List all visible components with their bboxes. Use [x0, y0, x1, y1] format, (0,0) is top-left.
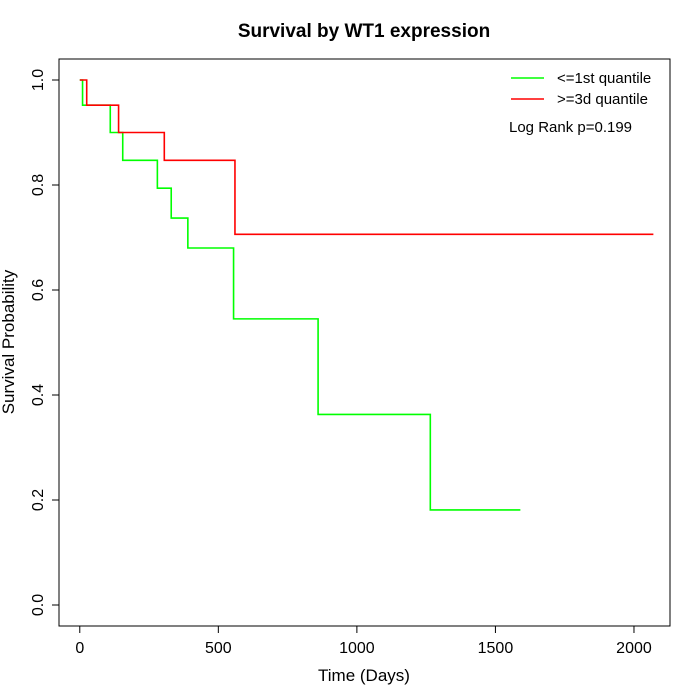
legend-label-1: <=1st quantile	[557, 70, 651, 87]
y-tick-label: 0.2	[30, 489, 47, 511]
series-line-2	[79, 79, 654, 236]
x-axis-label: Time (Days)	[318, 666, 410, 685]
log-rank-annotation: Log Rank p=0.199	[509, 119, 632, 136]
legend: <=1st quantile >=3d quantile	[511, 70, 651, 108]
y-axis: 0.0 0.2 0.4 0.6 0.8 1.0	[30, 69, 60, 616]
x-tick-label: 1000	[339, 640, 375, 657]
x-axis: 0 500 1000 1500 2000	[75, 625, 652, 657]
x-tick-label: 2000	[616, 640, 652, 657]
x-tick-label: 1500	[478, 640, 514, 657]
legend-label-2: >=3d quantile	[557, 91, 648, 108]
series-line-1	[79, 79, 521, 511]
y-axis-label: Survival Probability	[0, 269, 18, 414]
y-tick-label: 0.6	[30, 279, 47, 301]
y-tick-label: 0.8	[30, 174, 47, 196]
y-tick-label: 0.0	[30, 594, 47, 616]
chart-title: Survival by WT1 expression	[238, 21, 490, 42]
x-tick-label: 0	[75, 640, 84, 657]
y-tick-label: 1.0	[30, 69, 47, 91]
x-tick-label: 500	[205, 640, 232, 657]
plot-frame	[58, 58, 671, 627]
series-layer	[79, 79, 654, 511]
y-tick-label: 0.4	[30, 384, 47, 406]
